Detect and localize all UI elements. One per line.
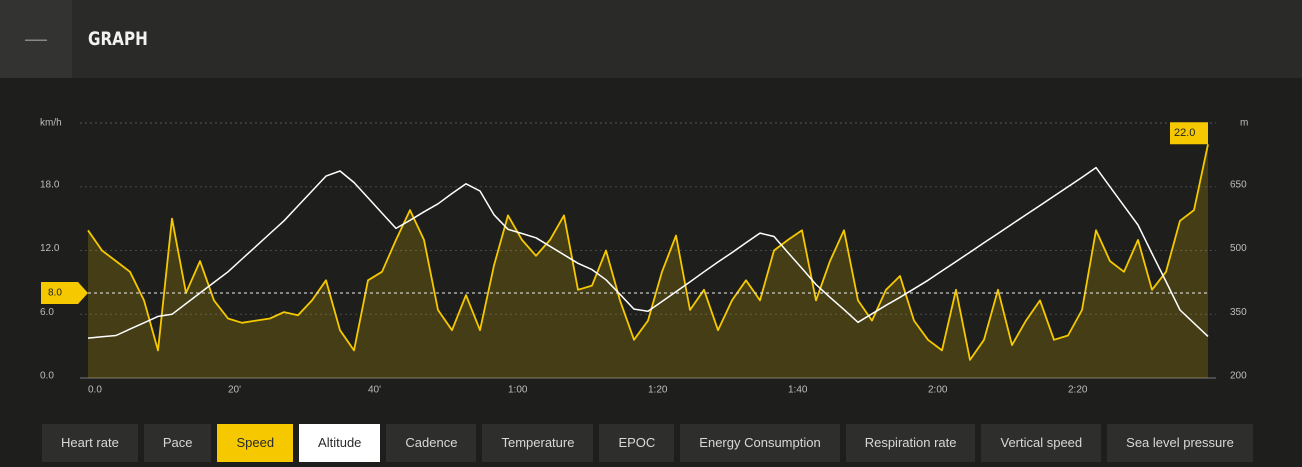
y-tick-label: 12.0 xyxy=(40,243,60,254)
y2-tick-label: 200 xyxy=(1230,371,1247,382)
x-tick-label: 1:20 xyxy=(648,385,668,396)
y2-unit: m xyxy=(1240,118,1248,129)
speed-line xyxy=(87,144,1209,361)
average-label: 8.0 xyxy=(48,288,62,299)
max-label: 22.0 xyxy=(1174,127,1195,139)
header: — GRAPH xyxy=(0,0,1302,78)
section-title: GRAPH xyxy=(88,28,148,50)
metric-tab[interactable]: Altitude xyxy=(299,424,381,462)
speed-area xyxy=(88,144,1208,378)
metric-tab[interactable]: Temperature xyxy=(482,424,594,462)
average-marker xyxy=(41,282,88,304)
x-tick-label: 20' xyxy=(228,385,241,396)
y2-tick-label: 350 xyxy=(1230,307,1247,318)
metric-tab[interactable]: Speed xyxy=(217,424,294,462)
y2-tick-label: 500 xyxy=(1230,243,1247,254)
x-tick-label: 1:00 xyxy=(508,385,528,396)
y-tick-label: 0.0 xyxy=(40,371,54,382)
metric-tab[interactable]: Vertical speed xyxy=(981,424,1102,462)
y-tick-label: 6.0 xyxy=(40,307,54,318)
metric-tabs: Heart rate Pace Speed Altitude Cadence Temper… xyxy=(42,424,1253,462)
y-unit: km/h xyxy=(40,118,62,129)
metric-tab[interactable]: Energy Consumption xyxy=(680,424,840,462)
metric-tab[interactable]: Cadence xyxy=(386,424,477,462)
metric-tab[interactable]: Respiration rate xyxy=(845,424,976,462)
y2-tick-label: 650 xyxy=(1230,179,1247,190)
metric-tab[interactable]: Pace xyxy=(143,424,212,462)
x-tick-label: 1:40 xyxy=(788,385,808,396)
altitude-line xyxy=(87,166,1209,339)
x-tick-label: 40' xyxy=(368,385,381,396)
max-marker xyxy=(1170,122,1208,145)
x-tick-label: 2:20 xyxy=(1068,385,1088,396)
collapse-button[interactable]: — xyxy=(0,0,72,78)
y-tick-label: 18.0 xyxy=(40,179,60,190)
x-tick-label: 2:00 xyxy=(928,385,948,396)
chart: km/h m 0.0 6.0 12.0 18.0 200 350 500 650 0.0 20' 40'… xyxy=(40,118,1248,396)
metric-tab[interactable]: Heart rate xyxy=(42,424,138,462)
metric-tab[interactable]: Sea level pressure xyxy=(1107,424,1253,462)
x-tick-label: 0.0 xyxy=(88,385,102,396)
metric-tab[interactable]: EPOC xyxy=(599,424,675,462)
